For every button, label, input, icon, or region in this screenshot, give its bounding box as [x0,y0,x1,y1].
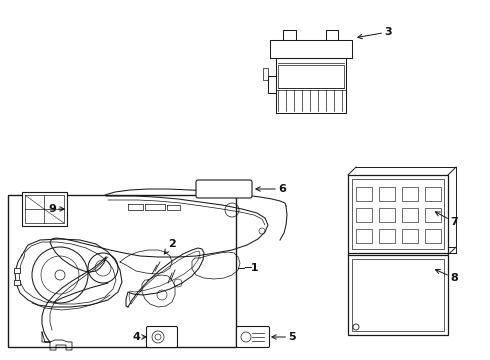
Bar [8,195,236,347]
Bar [25,195,64,223]
Bar [402,208,418,222]
Bar [348,175,448,253]
Bar [356,229,372,243]
Text: 5: 5 [272,332,296,342]
Bar [14,268,20,273]
Text: 2: 2 [164,239,176,254]
Bar [356,187,372,201]
Bar [278,65,344,88]
Text: 8: 8 [436,269,458,283]
Bar [379,229,395,243]
Bar [402,187,418,201]
Bar [14,280,20,285]
Bar [425,208,441,222]
Bar [22,192,67,226]
Text: 3: 3 [358,27,392,39]
FancyBboxPatch shape [147,327,177,347]
Text: 6: 6 [256,184,286,194]
Bar [425,229,441,243]
Bar [348,255,448,335]
Bar [356,208,372,222]
Text: 7: 7 [436,212,458,227]
Bar [379,208,395,222]
Text: 9: 9 [48,204,64,214]
Bar [352,179,444,249]
Bar [402,229,418,243]
Text: ─1: ─1 [244,263,259,273]
Bar [425,187,441,201]
Bar [379,187,395,201]
FancyBboxPatch shape [196,180,252,198]
Bar [352,259,444,331]
Text: 4: 4 [132,332,146,342]
FancyBboxPatch shape [237,327,270,347]
